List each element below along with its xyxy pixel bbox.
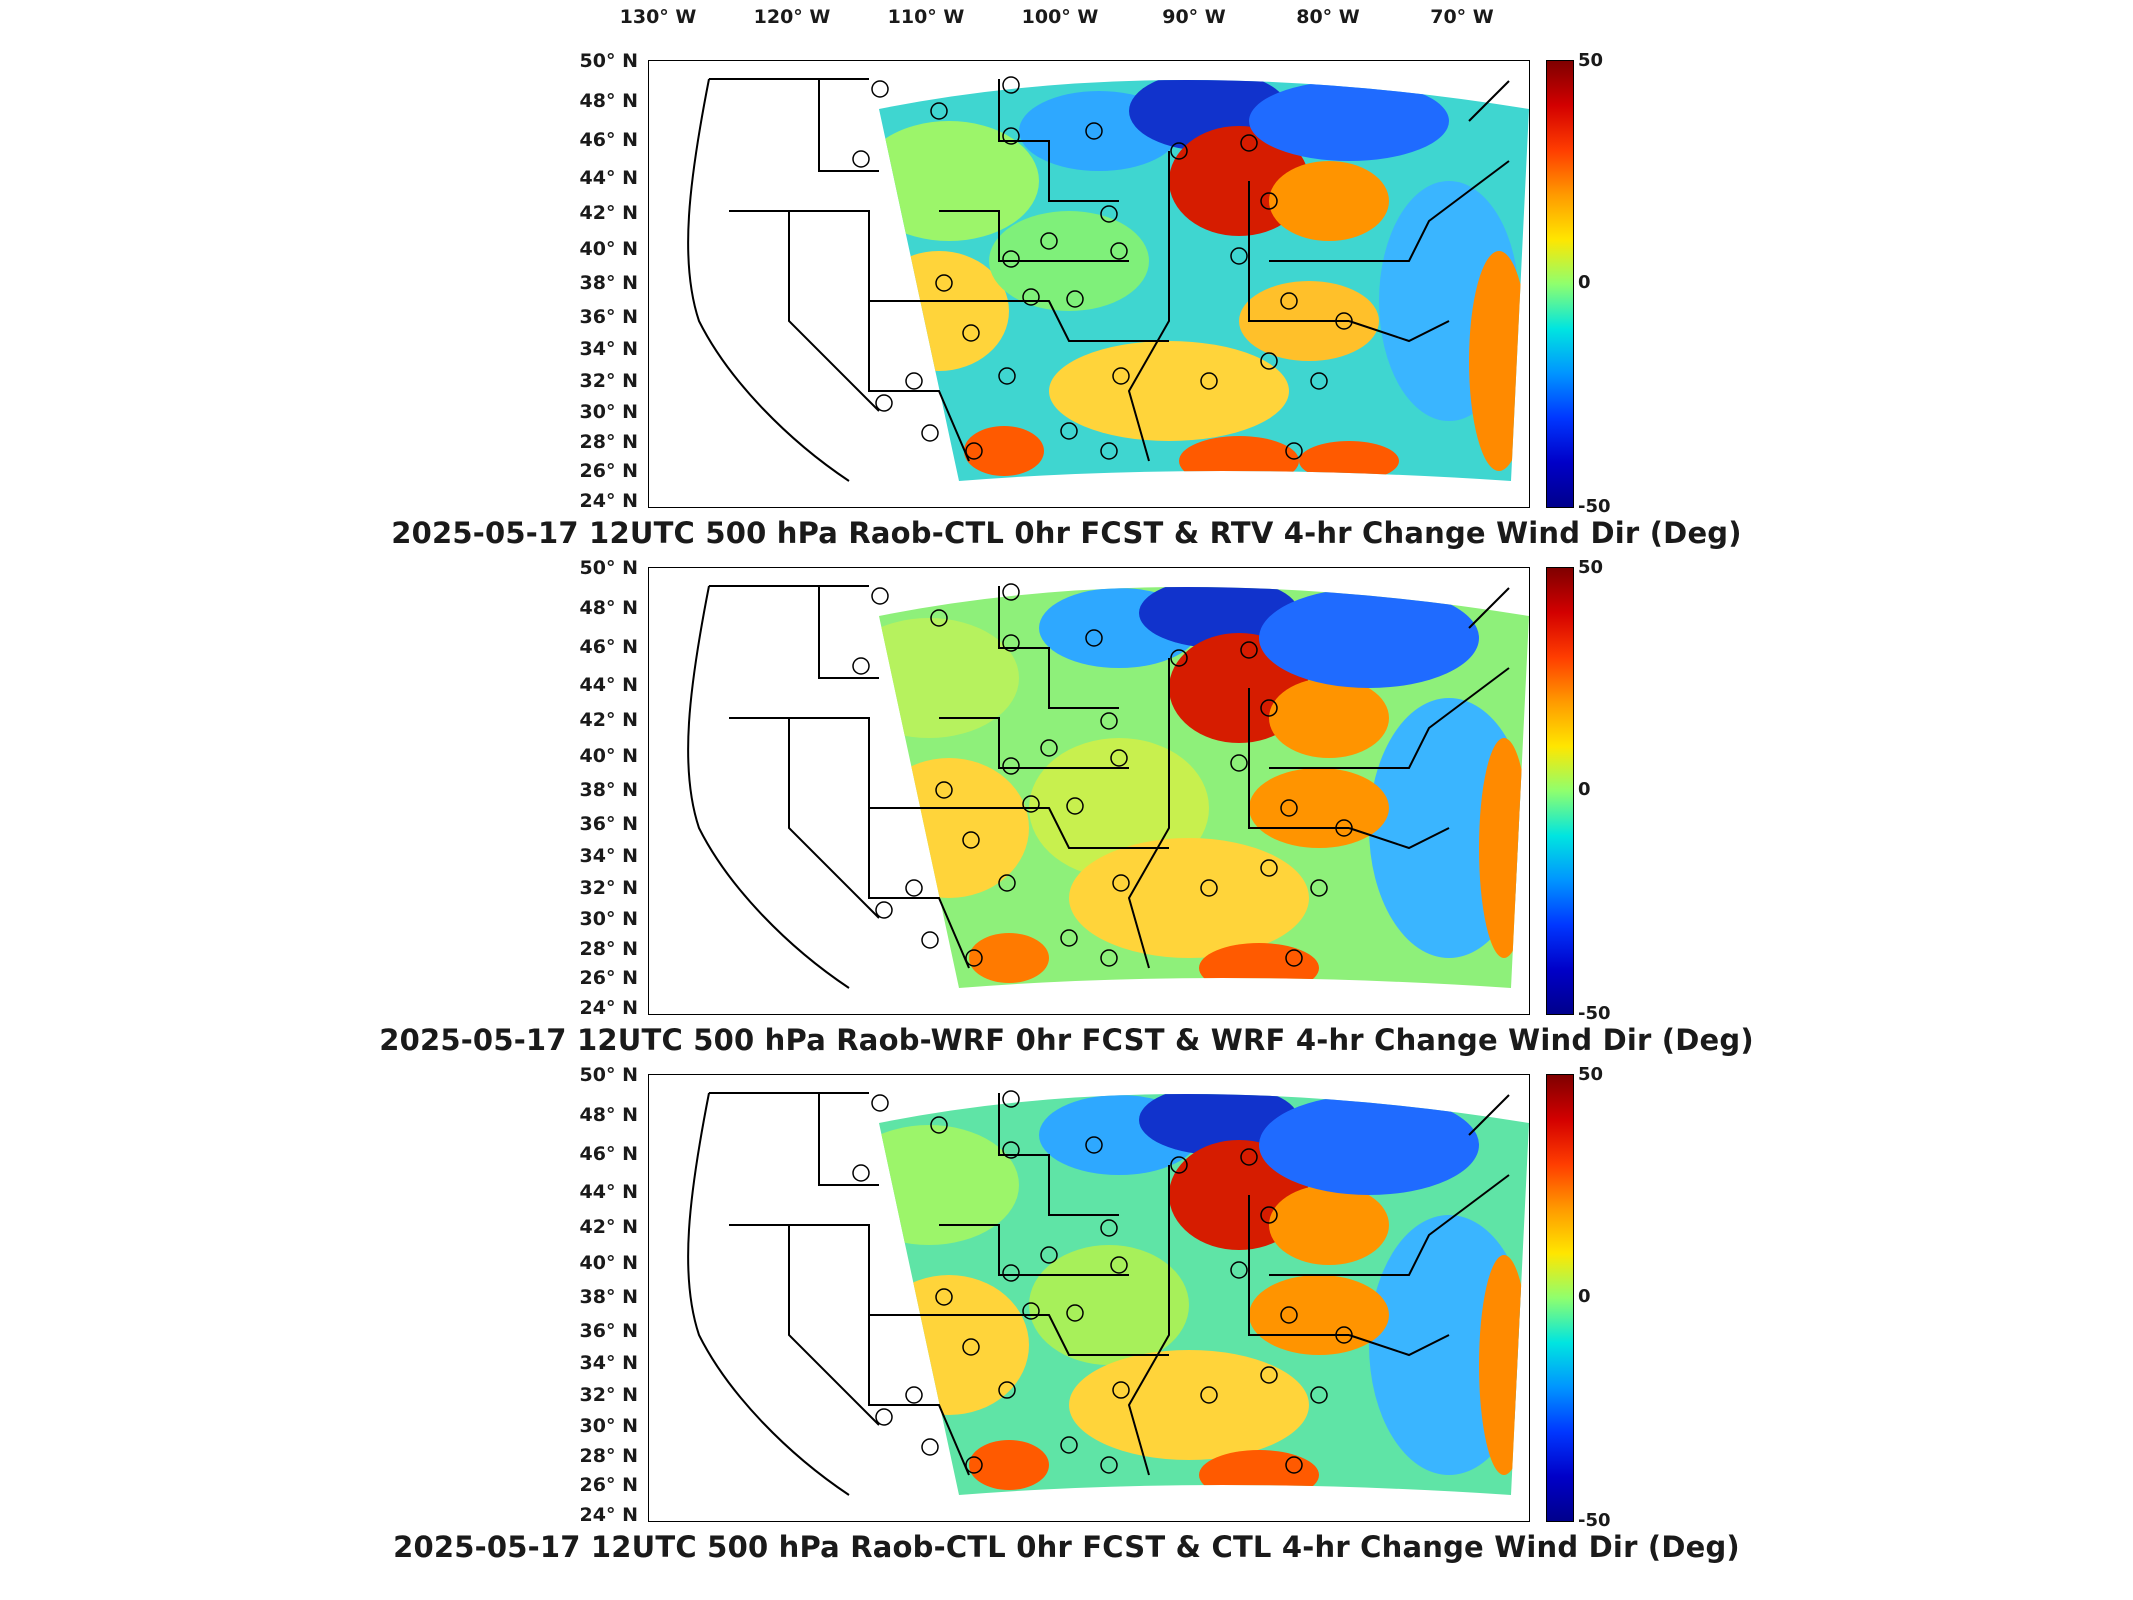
lat-label: 50° N bbox=[579, 557, 638, 579]
map-plot-area bbox=[648, 1074, 1530, 1522]
lat-label: 30° N bbox=[579, 1415, 638, 1437]
lat-label: 46° N bbox=[579, 1143, 638, 1165]
colorbar bbox=[1546, 1074, 1574, 1522]
map-panel-1: 50° N 48° N 46° N 44° N 42° N 40° N 38° … bbox=[0, 50, 2133, 555]
lat-label: 38° N bbox=[579, 779, 638, 801]
lat-label: 38° N bbox=[579, 272, 638, 294]
lat-label: 50° N bbox=[579, 50, 638, 72]
state-boundaries bbox=[687, 585, 1510, 989]
map-field bbox=[687, 583, 1529, 989]
wind-direction-field bbox=[879, 1094, 1529, 1495]
lat-label: 48° N bbox=[579, 90, 638, 112]
map-panel-3: 50° N 48° N 46° N 44° N 42° N 40° N 38° … bbox=[0, 1064, 2133, 1569]
map-field bbox=[687, 76, 1529, 482]
colorbar-max-label: 50 bbox=[1578, 1064, 1604, 1085]
lon-label: 80° W bbox=[1296, 6, 1360, 28]
lat-label: 36° N bbox=[579, 813, 638, 835]
lat-label: 48° N bbox=[579, 597, 638, 619]
colorbar bbox=[1546, 60, 1574, 508]
lat-label: 32° N bbox=[579, 370, 638, 392]
raob-stations bbox=[852, 1090, 1353, 1474]
lat-label: 30° N bbox=[579, 401, 638, 423]
lat-label: 26° N bbox=[579, 1474, 638, 1496]
lon-label: 110° W bbox=[887, 6, 965, 28]
lat-label: 40° N bbox=[579, 238, 638, 260]
colorbar-max-label: 50 bbox=[1578, 557, 1604, 578]
lat-label: 40° N bbox=[579, 745, 638, 767]
lat-label: 36° N bbox=[579, 306, 638, 328]
colorbar-mid-label: 0 bbox=[1578, 779, 1591, 800]
map-plot-area bbox=[648, 60, 1530, 508]
lat-label: 34° N bbox=[579, 1352, 638, 1374]
map-field bbox=[687, 1090, 1529, 1496]
lat-label: 34° N bbox=[579, 845, 638, 867]
lat-label: 38° N bbox=[579, 1286, 638, 1308]
lat-label: 28° N bbox=[579, 1445, 638, 1467]
longitude-axis: 130° W 120° W 110° W 100° W 90° W 80° W … bbox=[0, 0, 2133, 40]
map-panel-2: 50° N 48° N 46° N 44° N 42° N 40° N 38° … bbox=[0, 557, 2133, 1062]
lat-label: 24° N bbox=[579, 1504, 638, 1526]
lat-label: 44° N bbox=[579, 167, 638, 189]
lon-label: 120° W bbox=[753, 6, 831, 28]
lat-label: 32° N bbox=[579, 1384, 638, 1406]
lat-label: 30° N bbox=[579, 908, 638, 930]
panel-title: 2025-05-17 12UTC 500 hPa Raob-WRF 0hr FC… bbox=[379, 1023, 1754, 1057]
wind-direction-field bbox=[879, 80, 1529, 481]
lat-label: 40° N bbox=[579, 1252, 638, 1274]
lat-label: 44° N bbox=[579, 1181, 638, 1203]
lat-label: 32° N bbox=[579, 877, 638, 899]
lat-label: 28° N bbox=[579, 938, 638, 960]
lat-label: 28° N bbox=[579, 431, 638, 453]
lat-label: 46° N bbox=[579, 636, 638, 658]
lat-label: 36° N bbox=[579, 1320, 638, 1342]
lat-label: 48° N bbox=[579, 1104, 638, 1126]
lon-label: 70° W bbox=[1430, 6, 1494, 28]
lat-label: 42° N bbox=[579, 1216, 638, 1238]
colorbar-mid-label: 0 bbox=[1578, 272, 1591, 293]
lat-label: 24° N bbox=[579, 997, 638, 1019]
state-boundaries bbox=[687, 1092, 1510, 1496]
colorbar-mid-label: 0 bbox=[1578, 1286, 1591, 1307]
lon-label: 90° W bbox=[1162, 6, 1226, 28]
lon-label: 130° W bbox=[619, 6, 697, 28]
lat-label: 46° N bbox=[579, 129, 638, 151]
lat-label: 24° N bbox=[579, 490, 638, 512]
panel-title: 2025-05-17 12UTC 500 hPa Raob-CTL 0hr FC… bbox=[391, 516, 1742, 550]
raob-stations bbox=[852, 76, 1353, 460]
lat-label: 26° N bbox=[579, 967, 638, 989]
raob-stations bbox=[852, 583, 1353, 967]
lat-label: 50° N bbox=[579, 1064, 638, 1086]
lat-label: 42° N bbox=[579, 202, 638, 224]
colorbar-min-label: -50 bbox=[1578, 1003, 1611, 1024]
colorbar-max-label: 50 bbox=[1578, 50, 1604, 71]
lat-label: 44° N bbox=[579, 674, 638, 696]
colorbar bbox=[1546, 567, 1574, 1015]
state-boundaries bbox=[687, 78, 1510, 482]
colorbar-min-label: -50 bbox=[1578, 1510, 1611, 1531]
colorbar-min-label: -50 bbox=[1578, 496, 1611, 517]
lon-label: 100° W bbox=[1021, 6, 1099, 28]
wind-direction-field bbox=[879, 587, 1529, 988]
map-plot-area bbox=[648, 567, 1530, 1015]
panel-title: 2025-05-17 12UTC 500 hPa Raob-CTL 0hr FC… bbox=[393, 1530, 1740, 1564]
lat-label: 34° N bbox=[579, 338, 638, 360]
lat-label: 42° N bbox=[579, 709, 638, 731]
lat-label: 26° N bbox=[579, 460, 638, 482]
